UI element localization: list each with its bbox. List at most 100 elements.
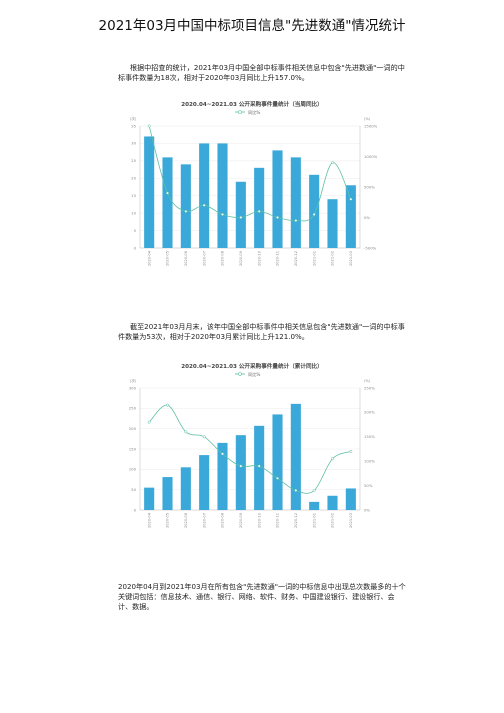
yoy-point-2020-11: [276, 216, 279, 219]
x-tick-label: 2020-04: [147, 250, 151, 266]
yoy-point-2020-04: [147, 124, 151, 128]
paragraph-monthly: 根据中招查的统计，2021年03月中国全部中标事件相关信息中包含"先进数通"一词…: [118, 63, 405, 82]
paragraph-cumulative: 截至2021年03月月末，该年中国全部中标事件中相关信息包含"先进数通"一词的中…: [118, 322, 405, 341]
yoy-point-2020-11: [276, 476, 279, 480]
yoy-point-2021-01: [312, 213, 316, 216]
chart-legend: 同比%: [235, 109, 260, 116]
x-tick-label: 2021-02: [331, 513, 335, 528]
y2-tick-label: 1000%: [364, 154, 378, 159]
y-tick-label: 0: [134, 245, 137, 250]
yoy-point-2020-05: [166, 191, 169, 195]
yoy-point-2020-09: [239, 216, 243, 219]
bar-2021-01: [309, 501, 320, 510]
bar-2020-09: [235, 181, 246, 248]
bar-2020-11: [272, 150, 283, 248]
bar-2020-05: [162, 477, 173, 510]
yoy-point-2020-08: [221, 452, 224, 456]
y2-axis-unit: (%): [364, 117, 371, 121]
bar-2020-08: [217, 442, 228, 510]
yoy-point-2021-02: [331, 457, 334, 461]
yoy-point-2020-06: [184, 430, 188, 434]
yoy-point-2020-07: [202, 435, 206, 439]
document-title: 2021年03月中国中标项目信息"先进数通"情况统计: [98, 18, 406, 34]
bar-2020-06: [180, 164, 191, 248]
yoy-point-2020-04: [147, 420, 151, 424]
bar-2021-03: [345, 185, 356, 248]
y-tick-label: 25: [131, 158, 136, 163]
x-tick-label: 2020-09: [239, 512, 243, 528]
paragraph-keywords: 2020年04月到2021年03月在所有包含"先进数通"一词的中标信息中出现总次…: [118, 582, 406, 611]
x-tick-label: 2020-07: [202, 513, 206, 528]
x-tick-label: 2020-09: [239, 250, 243, 266]
x-tick-label: 2021-03: [349, 513, 353, 528]
x-tick-label: 2021-01: [312, 513, 316, 528]
yoy-point-2021-03: [349, 197, 353, 201]
bar-2020-07: [199, 143, 210, 248]
y-axis-unit: (次): [130, 378, 137, 383]
x-tick-label: 2020-05: [166, 513, 170, 528]
y-tick-label: 250: [129, 406, 137, 411]
yoy-point-2020-09: [239, 464, 243, 468]
chart-cumulative: 2020.04~2021.03 公开采购事件量统计（累计同比）同比% (次) (%)…: [129, 362, 375, 528]
y2-tick-label: 0%: [364, 507, 370, 512]
y-tick-label: 300: [129, 385, 137, 390]
bar-2020-04: [144, 136, 155, 248]
chart-legend: 同比%: [235, 371, 260, 378]
bar-2021-03: [345, 488, 356, 510]
yoy-point-2021-03: [349, 449, 353, 453]
bar-2020-05: [162, 157, 173, 248]
y2-tick-label: 50%: [364, 483, 373, 488]
yoy-line: [148, 125, 352, 222]
chart-monthly: 2020.04~2021.03 公开采购事件量统计（当周同比）同比% (次) (%)…: [130, 100, 378, 266]
x-tick-label: 2020-10: [257, 512, 261, 528]
x-tick-label: 2020-11: [276, 251, 280, 266]
y2-tick-label: 150%: [364, 434, 375, 439]
legend-marker: [238, 372, 242, 376]
y-tick-label: 0: [134, 507, 137, 512]
y2-tick-label: 200%: [364, 410, 375, 415]
y2-axis-unit: (%): [364, 379, 371, 383]
y2-tick-label: 500%: [364, 184, 375, 189]
x-tick-label: 2020-08: [221, 512, 225, 528]
bar-2020-11: [272, 414, 283, 510]
y2-tick-label: 1500%: [364, 123, 378, 128]
bar-2020-06: [180, 467, 191, 510]
bar-2020-10: [254, 167, 265, 248]
chart-title: 2020.04~2021.03 公开采购事件量统计（当周同比）: [181, 100, 323, 108]
x-tick-label: 2020-12: [294, 251, 298, 266]
y-tick-label: 100: [129, 467, 137, 472]
y-tick-label: 15: [131, 193, 136, 198]
yoy-point-2020-07: [202, 203, 206, 207]
yoy-point-2020-06: [184, 209, 188, 213]
x-tick-label: 2021-03: [349, 251, 353, 266]
y-tick-label: 200: [129, 426, 137, 431]
x-tick-label: 2020-08: [221, 250, 225, 266]
x-tick-label: 2020-06: [184, 512, 188, 528]
bar-2020-08: [217, 143, 228, 248]
yoy-point-2020-12: [294, 489, 298, 492]
legend-marker: [238, 110, 242, 114]
y-tick-label: 50: [131, 487, 136, 492]
x-tick-label: 2020-10: [257, 250, 261, 266]
yoy-point-2021-02: [331, 161, 334, 165]
y-axis-unit: (次): [130, 116, 137, 121]
y-tick-label: 30: [131, 141, 136, 146]
x-tick-label: 2020-07: [202, 251, 206, 266]
yoy-point-2020-05: [166, 403, 169, 407]
yoy-point-2020-12: [294, 219, 298, 223]
yoy-point-2020-10: [257, 464, 261, 468]
y2-tick-label: 250%: [364, 385, 375, 390]
x-tick-label: 2021-01: [312, 251, 316, 266]
yoy-point-2021-01: [312, 489, 316, 492]
bar-2021-01: [309, 174, 320, 248]
x-tick-label: 2020-05: [166, 251, 170, 266]
x-tick-label: 2020-12: [294, 513, 298, 528]
yoy-point-2020-08: [221, 213, 224, 216]
y-tick-label: 10: [131, 210, 136, 215]
x-tick-label: 2020-11: [276, 513, 280, 528]
x-tick-label: 2020-04: [147, 512, 151, 528]
y2-tick-label: 100%: [364, 459, 375, 464]
y-tick-label: 5: [134, 228, 137, 233]
yoy-line: [148, 404, 351, 494]
y2-tick-label: -500%: [364, 245, 377, 250]
